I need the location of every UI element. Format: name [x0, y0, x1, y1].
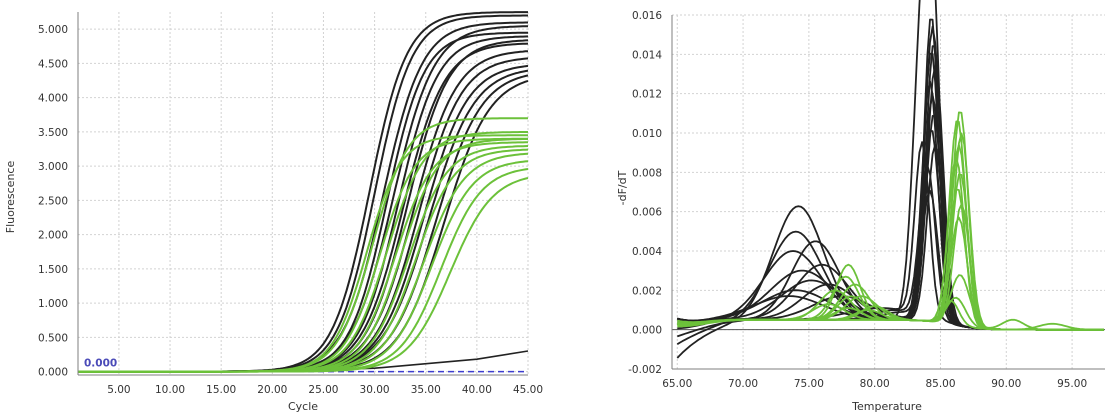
y-tick-label: 3.500 [38, 127, 68, 139]
y-tick-label: 0.500 [38, 332, 68, 344]
x-tick-label: 90.00 [991, 378, 1021, 390]
series-line [677, 94, 1104, 331]
x-tick-label: 75.00 [794, 378, 824, 390]
threshold-label: 0.000 [84, 358, 117, 370]
plot-area-amplification: 0.000 [78, 11, 529, 373]
series-line [78, 50, 529, 373]
series-line [78, 25, 528, 373]
series-line [677, 157, 1104, 331]
x-tick-label: 70.00 [728, 378, 758, 390]
x-tick-label: 5.00 [107, 384, 130, 396]
x-axis-label: Temperature [851, 400, 922, 412]
series-line [677, 80, 1104, 331]
y-tick-label: 0.014 [632, 49, 662, 61]
series-line [677, 132, 1104, 331]
y-tick-label: 0.010 [632, 128, 662, 140]
y-tick-label: 0.008 [632, 167, 662, 179]
y-tick-label: -0.002 [628, 364, 662, 376]
y-tick-label: 5.000 [38, 24, 68, 36]
series-line [78, 35, 529, 373]
y-axis-label: -dF/dT [616, 170, 629, 205]
series-line [78, 39, 529, 373]
x-tick-label: 45.00 [513, 384, 543, 396]
y-tick-label: 3.000 [38, 161, 68, 173]
series-line [78, 69, 529, 373]
series-line [677, 111, 1104, 331]
x-tick-label: 30.00 [360, 384, 390, 396]
series-line [78, 160, 529, 373]
series-line [78, 42, 529, 373]
y-tick-label: 1.500 [38, 264, 68, 276]
series-line [78, 64, 529, 373]
y-tick-label: 0.012 [632, 89, 662, 101]
x-axis-label: Cycle [288, 400, 318, 412]
series-line [677, 115, 1104, 331]
series-line [677, 120, 1104, 331]
x-tick-label: 15.00 [206, 384, 236, 396]
series-line [677, 52, 1104, 331]
series-line [677, 45, 1104, 331]
y-tick-label: 0.006 [632, 207, 662, 219]
series-line [78, 11, 528, 373]
y-tick-label: 2.000 [38, 230, 68, 242]
x-tick-label: 80.00 [860, 378, 890, 390]
series-line [677, 299, 1104, 331]
chart-amplification: 0.000 5.00 10.00 15.00 20.00 25.00 30.00 35.00… [4, 11, 543, 412]
series-line [78, 14, 528, 373]
series-line [677, 141, 1104, 331]
y-tick-label: 0.002 [632, 285, 662, 297]
series-line [78, 152, 529, 373]
y-tick-label: 1.000 [38, 298, 68, 310]
plot-area-melt-curve [672, 0, 1105, 359]
x-tick-label: 65.00 [662, 378, 692, 390]
y-tick-label: 4.000 [38, 93, 68, 105]
series-line [677, 129, 1104, 331]
series-line [78, 79, 529, 373]
x-tick-label: 25.00 [308, 384, 338, 396]
series-line [78, 21, 528, 373]
y-tick-label: 0.004 [632, 246, 662, 258]
series-line [676, 18, 1104, 345]
series-line [677, 164, 1104, 331]
y-tick-label: 2.500 [38, 195, 68, 207]
series-line [78, 177, 529, 373]
series-line [78, 57, 529, 373]
x-tick-label: 20.00 [257, 384, 287, 396]
series-line [78, 117, 528, 373]
x-tick-label: 40.00 [462, 384, 492, 396]
grid-amplification [78, 12, 529, 375]
y-tick-label: 0.016 [632, 10, 662, 22]
y-tick-label: 0.000 [632, 325, 662, 337]
x-tick-label: 35.00 [411, 384, 441, 396]
axes-melt-curve: 65.00 70.00 75.00 80.00 85.00 90.00 95.00 -0.00… [628, 10, 1105, 390]
y-tick-label: 4.500 [38, 58, 68, 70]
chart-melt-curve: 65.00 70.00 75.00 80.00 85.00 90.00 95.00 -0.00… [616, 0, 1105, 412]
x-tick-label: 95.00 [1057, 378, 1087, 390]
axes-amplification: 5.00 10.00 15.00 20.00 25.00 30.00 35.00 40.00 4… [38, 12, 543, 396]
series-line [676, 0, 1104, 359]
y-axis-label: Fluorescence [4, 161, 17, 234]
x-tick-label: 85.00 [925, 378, 955, 390]
x-tick-label: 10.00 [155, 384, 185, 396]
y-tick-label: 0.000 [38, 367, 68, 379]
